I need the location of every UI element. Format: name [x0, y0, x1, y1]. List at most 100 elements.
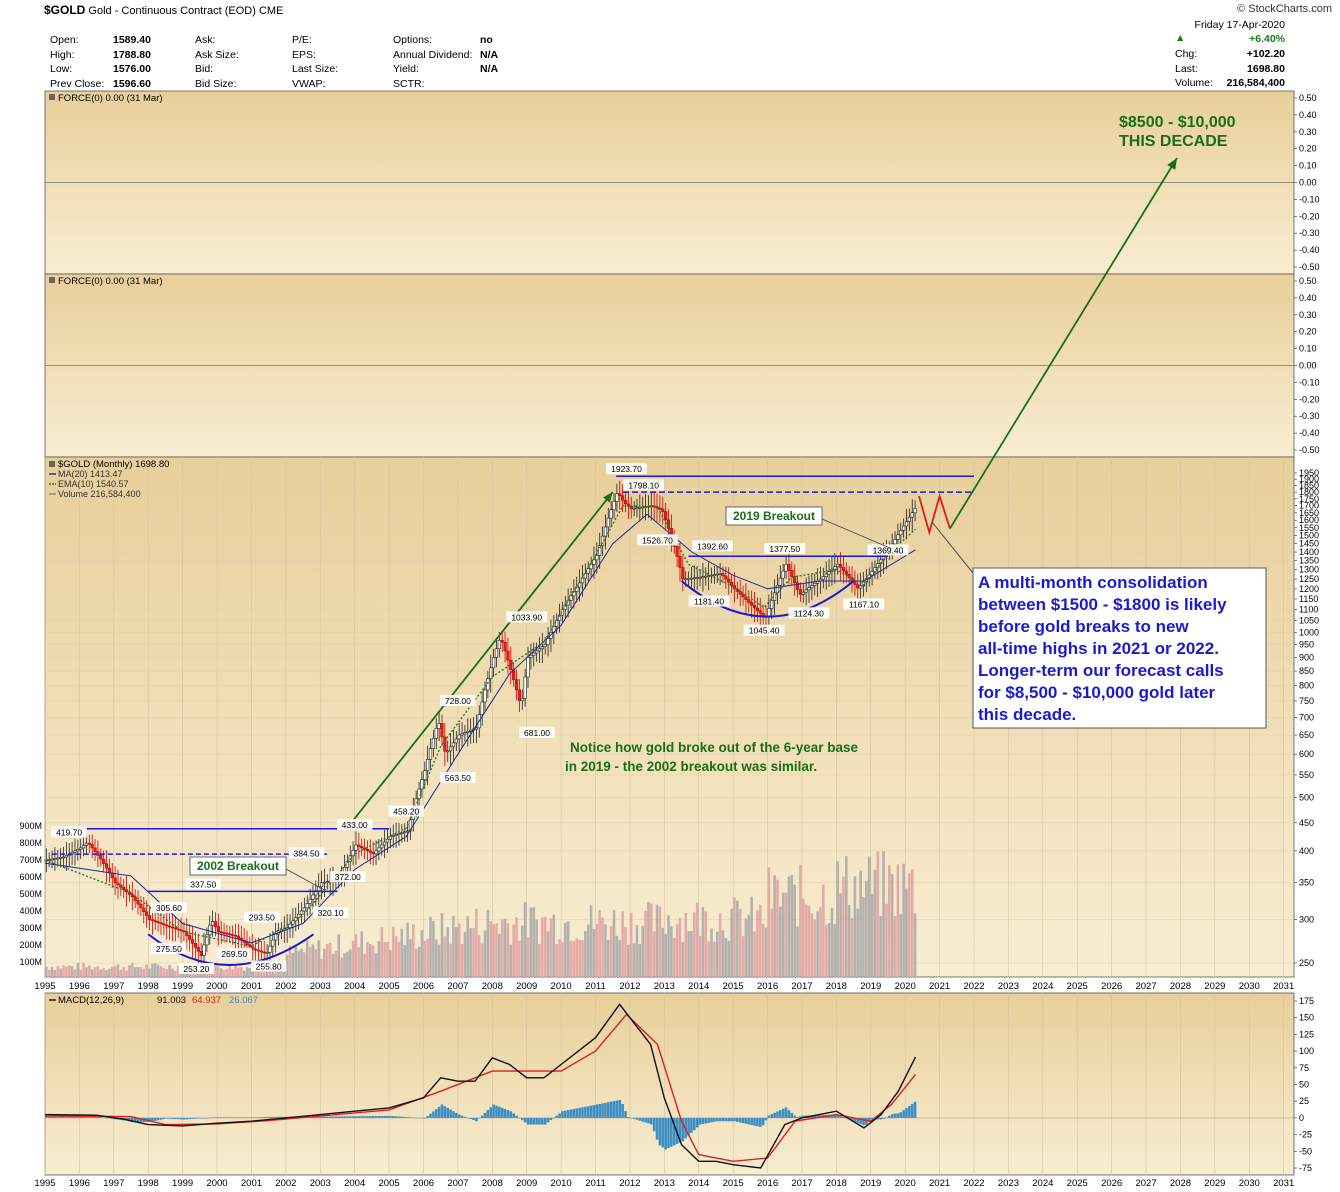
x-tick-label: 1998	[138, 981, 159, 992]
volume-bar	[417, 946, 421, 977]
candle-body	[360, 846, 364, 849]
macd-hist-bar	[280, 1116, 283, 1118]
breakout-label: 2019 Breakout	[733, 509, 815, 523]
volume-bar	[477, 935, 481, 977]
candle-body	[446, 750, 450, 753]
volume-bar	[369, 944, 372, 977]
x-tick-label: 2007	[447, 1178, 468, 1189]
price-label: 1377.50	[769, 544, 800, 554]
volume-bar	[136, 967, 140, 977]
macd-hist-bar	[563, 1110, 567, 1118]
macd-hist-bar	[713, 1117, 716, 1122]
price-tick-label: 1050	[1299, 616, 1319, 626]
macd-hist-bar	[426, 1116, 429, 1118]
macd-hist-bar	[194, 1117, 197, 1119]
stat-value: N/A	[480, 63, 499, 75]
candle-body	[770, 600, 774, 609]
macd-hist-bar	[67, 1116, 71, 1118]
force-tick-label: 0.40	[1299, 293, 1317, 303]
x-tick-label: 2026	[1101, 981, 1122, 992]
macd-hist-bar	[850, 1117, 854, 1121]
candle-body	[133, 896, 137, 901]
stat-value: no	[480, 34, 493, 46]
volume-bar	[690, 931, 693, 977]
candle-body	[96, 851, 100, 856]
volume-bar	[856, 908, 860, 977]
x-tick-label: 2008	[482, 981, 503, 992]
macd-hist-bar	[670, 1117, 673, 1147]
volume-bar	[764, 927, 768, 977]
candle-body	[732, 585, 737, 590]
force-tick-label: 0.10	[1299, 161, 1317, 171]
macd-hist-bar	[529, 1117, 533, 1125]
force-tick-label: -0.40	[1299, 428, 1320, 438]
stat-value: 1576.00	[113, 63, 151, 75]
price-tick-label: 1100	[1299, 605, 1318, 615]
legend-label: EMA(10) 1540.57	[58, 479, 129, 489]
macd-hist-bar	[908, 1105, 911, 1118]
candle-body	[162, 923, 166, 926]
candle-body	[185, 931, 189, 936]
macd-hist-bar	[162, 1117, 166, 1120]
x-tick-label: 1996	[69, 981, 90, 992]
macd-hist-bar	[165, 1117, 169, 1119]
volume-bar	[214, 963, 217, 977]
volume-bar	[311, 944, 315, 977]
candle-body	[836, 563, 840, 567]
candle-body	[747, 599, 751, 603]
price-label: 305.60	[156, 903, 182, 913]
candle-body	[623, 499, 628, 505]
candle-body	[841, 567, 846, 572]
force-chart-icon	[49, 277, 55, 283]
macd-hist-bar	[678, 1117, 682, 1143]
candle-body	[147, 915, 152, 920]
volume-bar	[265, 970, 269, 977]
volume-bar	[902, 863, 905, 977]
macd-hist-bar	[893, 1113, 897, 1118]
volume-bar	[833, 924, 837, 977]
macd-hist-bar	[469, 1117, 472, 1120]
volume-bar	[899, 914, 903, 977]
price-tick-label: 1500	[1299, 531, 1319, 541]
candle-body	[308, 898, 312, 904]
x-tick-label: 2004	[344, 1178, 365, 1189]
macd-hist-bar	[733, 1117, 736, 1122]
macd-hist-bar	[882, 1117, 885, 1119]
candle-body	[282, 928, 286, 931]
price-label-bg	[151, 942, 187, 954]
macd-hist-bar	[885, 1117, 888, 1118]
volume-bar	[738, 909, 742, 977]
macd-hist-bar	[182, 1117, 186, 1120]
macd-tick-label: 125	[1299, 1029, 1314, 1039]
forecast-box-pointer	[931, 521, 974, 574]
candle-body	[50, 858, 54, 861]
candle-body	[540, 646, 544, 650]
volume-bar	[724, 937, 728, 977]
macd-hist-bar	[773, 1112, 776, 1118]
candle-body	[53, 858, 57, 860]
target-arrow	[949, 157, 1178, 530]
volume-tick-label: 300M	[19, 923, 42, 933]
macd-hist-bar	[196, 1117, 200, 1119]
candle-body	[153, 920, 157, 922]
volume-bar	[291, 952, 295, 977]
candle-body	[190, 939, 195, 944]
volume-bar	[624, 927, 627, 977]
volume-bar	[45, 966, 48, 977]
volume-bar	[288, 945, 292, 977]
macd-hist-bar	[277, 1116, 280, 1118]
exchange: CME	[258, 5, 284, 17]
price-tick-label: 450	[1299, 818, 1314, 828]
candle-body	[87, 842, 91, 845]
macd-hist-bar	[460, 1115, 464, 1118]
macd-legend-value: 64.937	[192, 995, 221, 1006]
macd-hist-bar	[586, 1106, 590, 1118]
macd-hist-bar	[512, 1113, 515, 1118]
volume-bar	[595, 924, 599, 977]
volume-bar	[257, 970, 260, 977]
x-tick-label: 2011	[585, 981, 605, 992]
candle-body	[219, 931, 223, 934]
stat-value: 1698.80	[1247, 62, 1285, 75]
price-label: 1045.40	[749, 626, 780, 636]
price-label-bg	[788, 607, 830, 619]
